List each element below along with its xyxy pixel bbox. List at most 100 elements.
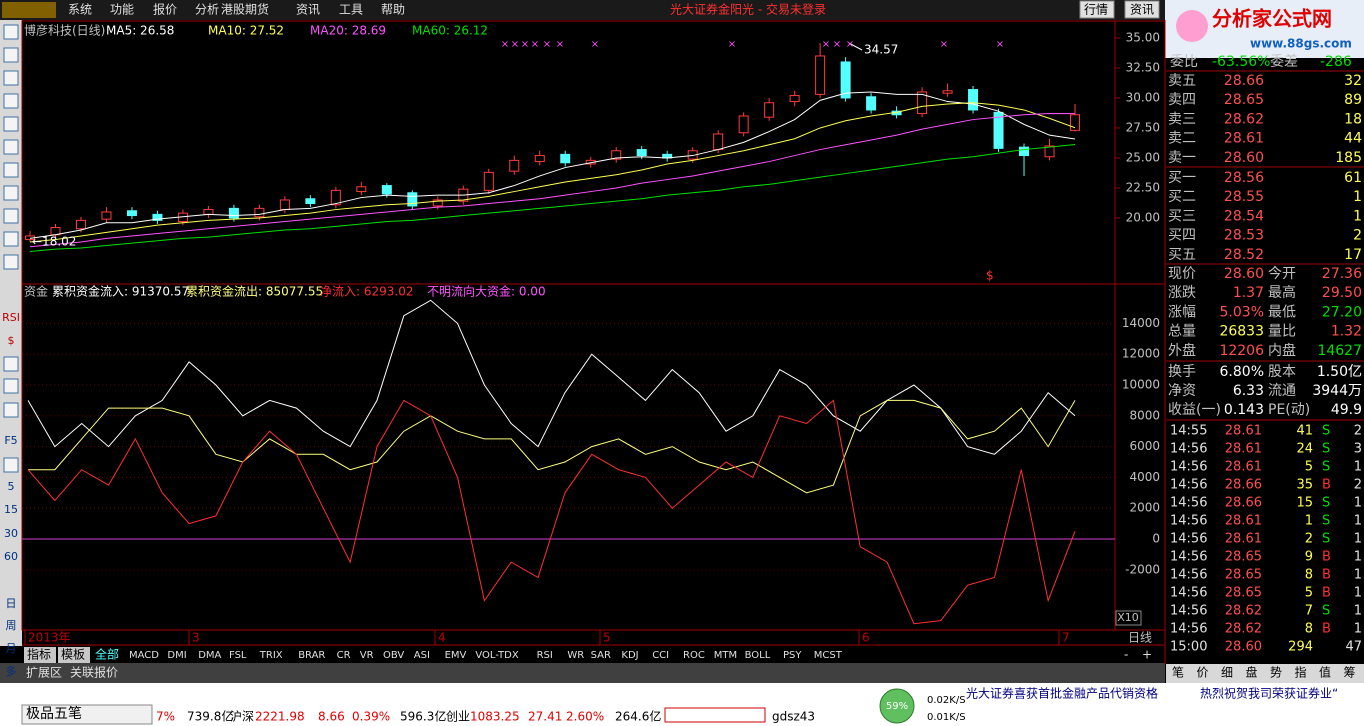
indicator-tab[interactable]: BRAR	[298, 650, 325, 661]
quote-tab[interactable]: 指	[1294, 665, 1306, 680]
menu-item[interactable]: 功能	[110, 3, 134, 17]
book-volume: 17	[1344, 247, 1362, 263]
menu-item[interactable]: 资讯	[296, 3, 320, 17]
top-button[interactable]	[1124, 0, 1160, 19]
indicator-tab[interactable]: MCST	[814, 650, 843, 661]
toolbar-icon[interactable]	[3, 208, 19, 224]
toolbar-label[interactable]: 月	[6, 642, 17, 655]
toolbar-label[interactable]: 周	[6, 619, 17, 632]
toolbar-label[interactable]: RSI	[2, 311, 20, 324]
indicator-tab[interactable]: TRIX	[259, 650, 283, 661]
toolbar-icon[interactable]	[3, 231, 19, 247]
indicator-tab[interactable]: WR	[567, 650, 584, 661]
candle-body	[942, 90, 953, 94]
top-button[interactable]	[1079, 0, 1115, 19]
menu-item[interactable]: 分析	[195, 3, 219, 17]
indicator-tab[interactable]: FSL	[229, 650, 247, 661]
toolbar-icon[interactable]	[3, 378, 19, 394]
indicator-tab[interactable]: CCI	[652, 650, 669, 661]
indicator-tab[interactable]: KDJ	[621, 650, 638, 661]
tick-side: S	[1322, 424, 1330, 439]
menu-item[interactable]: 报价	[153, 2, 177, 17]
menu-item[interactable]: 港股期货	[221, 2, 269, 17]
indicator-tab[interactable]: 全部	[95, 647, 119, 662]
toolbar-label[interactable]: $	[8, 334, 15, 347]
toolbar-icon[interactable]	[3, 93, 19, 109]
toolbar-icon[interactable]	[3, 24, 19, 40]
indicator-tab[interactable]: MTM	[714, 650, 737, 661]
quote-tab[interactable]: 筹	[1343, 666, 1355, 680]
tick-count: 1	[1354, 514, 1362, 529]
top-button-label[interactable]: 资讯	[1130, 3, 1154, 17]
indicator-tab[interactable]: 指标	[27, 647, 51, 662]
menu-item[interactable]: 工具	[339, 3, 363, 17]
tab-bg[interactable]	[24, 647, 56, 663]
indicator-tab[interactable]: PSY	[783, 650, 802, 661]
top-button-label[interactable]: 行情	[1084, 3, 1108, 17]
y-tick-label: 10000	[1122, 378, 1160, 392]
zoom-button[interactable]: +	[1142, 648, 1152, 662]
indicator-tab[interactable]: EMV	[445, 650, 467, 661]
toolbar-label[interactable]: 日	[6, 597, 17, 610]
flow-line	[28, 399, 1076, 494]
indicator-tab[interactable]: ROC	[683, 650, 705, 661]
quote-tab[interactable]: 盘	[1245, 665, 1257, 680]
quote-tab[interactable]: 笔	[1172, 665, 1184, 680]
indicator-tab[interactable]: MACD	[129, 650, 159, 661]
tick-side: B	[1322, 478, 1331, 493]
indicator-tab[interactable]: CR	[337, 650, 351, 661]
tick-volume: 9	[1305, 550, 1313, 565]
status-item: 0.39%	[352, 710, 390, 724]
toolbar-icon[interactable]	[3, 457, 19, 473]
indicator-tab[interactable]: OBV	[383, 650, 404, 661]
toolbar-label[interactable]: 30	[4, 527, 18, 540]
toolbar-icon[interactable]	[3, 254, 19, 270]
tick-side: S	[1322, 532, 1330, 547]
toolbar-label[interactable]: 15	[4, 503, 18, 516]
toolbar-label[interactable]: F5	[4, 434, 17, 447]
extra-tab[interactable]: 扩展区	[26, 666, 62, 680]
zoom-button[interactable]: -	[1124, 648, 1128, 662]
indicator-tab[interactable]: VOL-TDX	[475, 650, 518, 661]
candle-body	[1044, 145, 1055, 158]
indicator-tab[interactable]: DMA	[198, 650, 221, 661]
toolbar-icon[interactable]	[3, 139, 19, 155]
indicator-tab[interactable]: DMI	[167, 650, 186, 661]
toolbar-icon[interactable]	[3, 47, 19, 63]
book-price: 28.62	[1224, 111, 1264, 127]
tick-price: 28.62	[1225, 622, 1262, 637]
toolbar-icon[interactable]	[3, 162, 19, 178]
toolbar-icon[interactable]	[3, 185, 19, 201]
tick-price: 28.65	[1225, 586, 1262, 601]
quote-tab[interactable]: 值	[1319, 665, 1331, 680]
indicator-tab[interactable]: SAR	[591, 650, 611, 661]
toolbar-icon[interactable]	[3, 70, 19, 86]
tick-count: 1	[1354, 604, 1362, 619]
quote-tab[interactable]: 细	[1221, 666, 1233, 680]
quote-tab[interactable]: 势	[1270, 666, 1282, 680]
menu-item[interactable]: 系统	[68, 3, 92, 17]
toolbar-icon[interactable]	[3, 116, 19, 132]
quote-tab[interactable]: 价	[1196, 666, 1208, 680]
toolbar-label[interactable]: 多	[6, 664, 17, 678]
toolbar-icon[interactable]	[3, 402, 19, 418]
menu-item[interactable]: 帮助	[381, 3, 405, 17]
period-label: 日线	[1128, 631, 1152, 645]
ma-line	[29, 102, 1076, 243]
indicator-tab[interactable]: ASI	[414, 650, 430, 661]
book-label: 买一	[1168, 170, 1196, 186]
finance: 收益(一)	[1168, 402, 1221, 418]
toolbar-label[interactable]: 5	[8, 480, 15, 493]
indicator-tab[interactable]: 模板	[61, 648, 85, 662]
extra-tab[interactable]: 关联报价	[70, 665, 118, 680]
tab-bg[interactable]	[58, 647, 90, 663]
indicator-tab[interactable]: VR	[360, 650, 374, 661]
toolbar-label[interactable]: 60	[4, 550, 18, 563]
status-item: 2221.98	[255, 710, 305, 724]
toolbar-icon[interactable]	[3, 356, 19, 372]
indicator-tab[interactable]: BOLL	[745, 650, 771, 661]
indicator-tab[interactable]: RSI	[537, 650, 553, 661]
x-tick-label: 4	[438, 631, 446, 645]
tick-side: S	[1322, 604, 1330, 619]
candle-body	[509, 159, 520, 172]
